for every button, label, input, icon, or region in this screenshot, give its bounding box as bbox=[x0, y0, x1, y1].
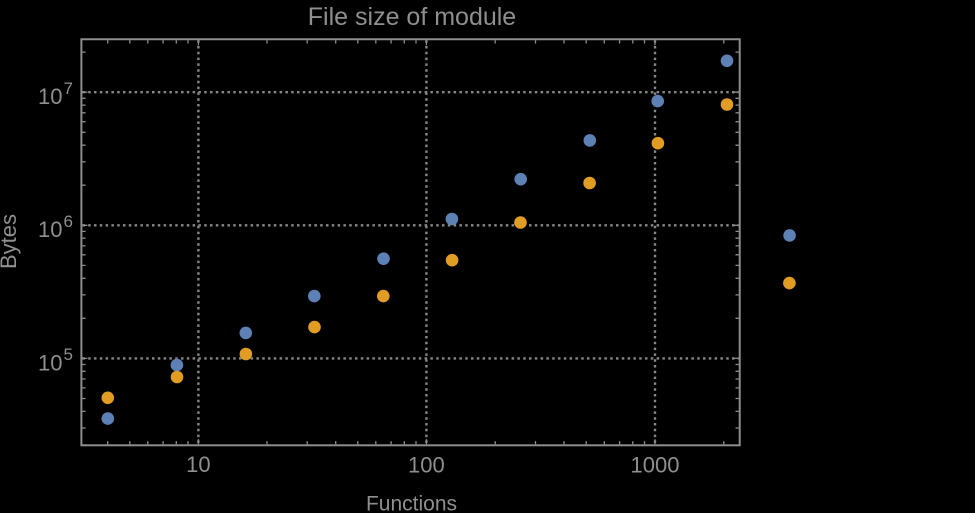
svg-text:7: 7 bbox=[64, 79, 73, 98]
svg-text:6: 6 bbox=[64, 212, 73, 231]
svg-text:Bytes: Bytes bbox=[0, 214, 21, 269]
svg-text:10: 10 bbox=[186, 452, 210, 477]
svg-text:10: 10 bbox=[38, 350, 62, 375]
svg-text:File size of module: File size of module bbox=[308, 3, 516, 31]
svg-text:100: 100 bbox=[408, 452, 445, 477]
svg-text:10: 10 bbox=[38, 217, 62, 242]
svg-text:1000: 1000 bbox=[631, 452, 680, 477]
svg-text:10: 10 bbox=[38, 84, 62, 109]
svg-text:5: 5 bbox=[64, 345, 73, 364]
svg-text:Functions: Functions bbox=[366, 493, 457, 513]
